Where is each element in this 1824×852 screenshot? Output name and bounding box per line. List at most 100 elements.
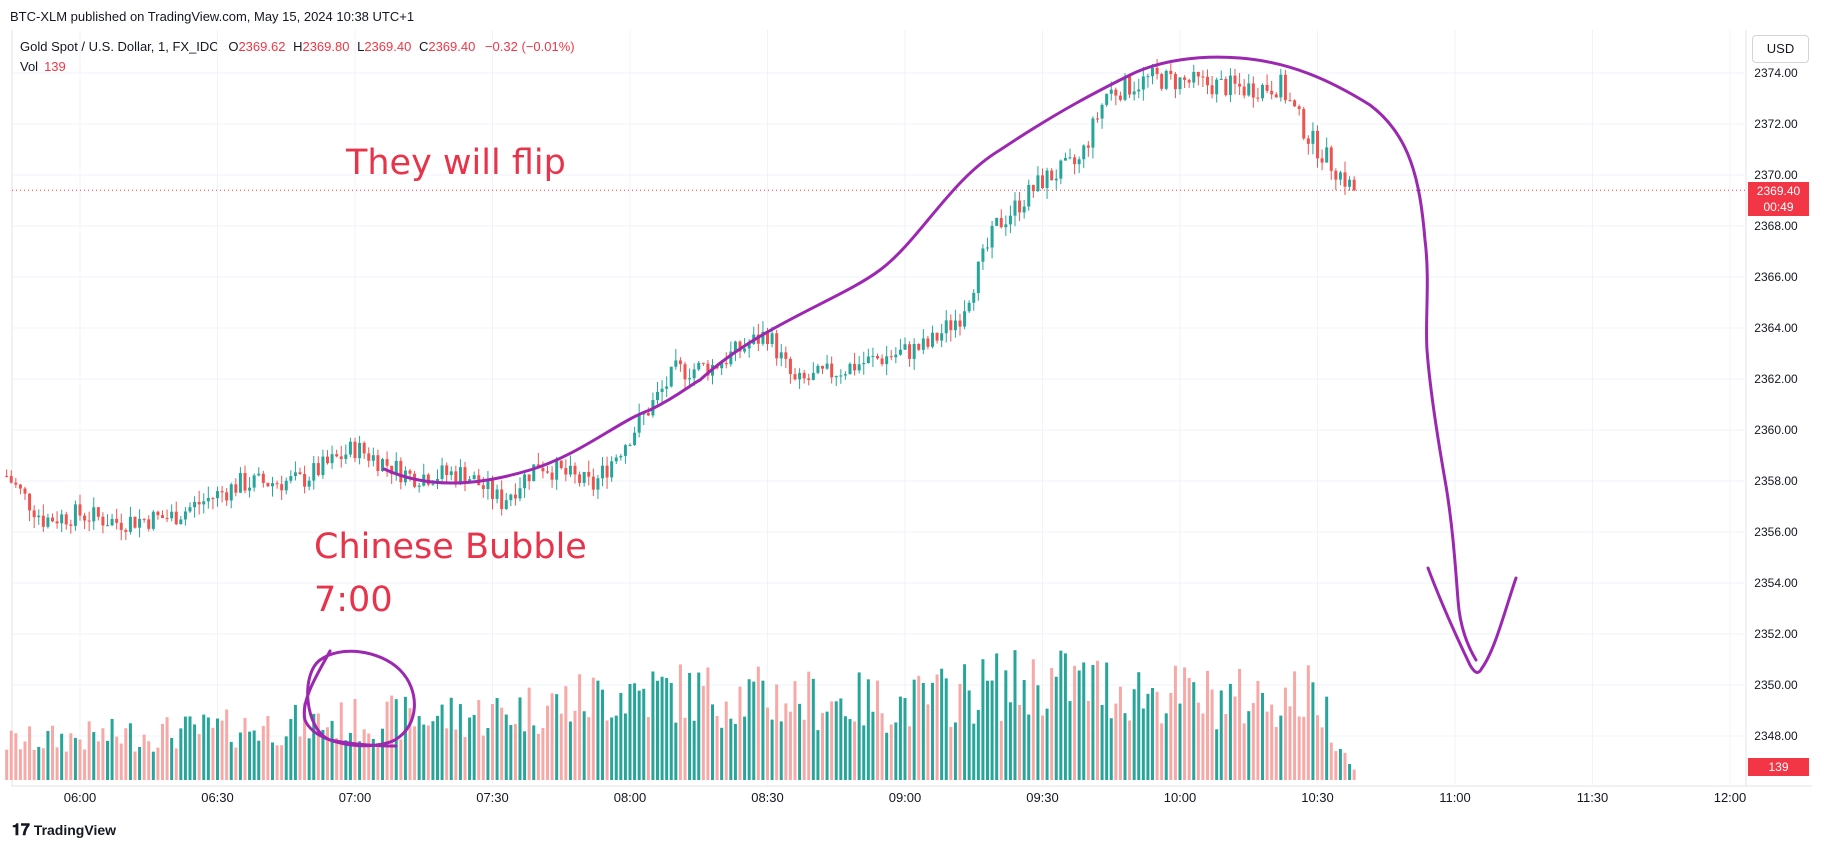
volume-bar: [1151, 688, 1154, 780]
volume-bar: [440, 704, 444, 780]
volume-bar: [1164, 713, 1168, 780]
volume-bar: [486, 727, 490, 780]
candle-body: [1027, 184, 1031, 207]
candle-body: [449, 471, 453, 476]
candle-body: [1348, 179, 1352, 187]
candle-body: [894, 354, 898, 358]
volume-bar: [179, 728, 183, 780]
candle-body: [1288, 100, 1292, 102]
tradingview-footer[interactable]: 𝟏𝟕 TradingView: [12, 822, 116, 840]
candle-body: [69, 524, 73, 526]
candle-body: [931, 332, 934, 347]
candle-body: [733, 341, 737, 352]
volume-bar: [889, 724, 893, 780]
volume-bar: [18, 749, 22, 780]
candle-body: [853, 363, 857, 371]
volume-bar: [733, 723, 737, 780]
volume-bar: [399, 739, 403, 780]
candle-body: [216, 491, 219, 499]
candle-body: [225, 492, 229, 501]
volume-bar: [147, 741, 151, 780]
volume-bar: [931, 682, 934, 780]
candle-body: [266, 482, 270, 487]
candle-body: [568, 465, 572, 475]
volume-bar: [248, 731, 252, 780]
candle-body: [646, 412, 650, 416]
volume-bar: [335, 738, 339, 780]
candle-body: [417, 485, 421, 487]
candle-body: [509, 494, 513, 501]
volume-bar: [1096, 660, 1099, 780]
candle-body: [440, 465, 444, 479]
candle-body: [1247, 83, 1251, 96]
volume-bar: [830, 701, 834, 780]
candle-body: [756, 334, 760, 344]
candle-body: [390, 465, 394, 475]
volume-bar: [949, 726, 953, 780]
low-label: L: [357, 39, 365, 54]
candle-body: [257, 473, 261, 476]
volume-bar: [289, 719, 293, 780]
volume-bar: [32, 749, 36, 780]
volume-bar: [1008, 702, 1012, 780]
volume-bar: [69, 733, 73, 780]
volume-bar: [1329, 742, 1333, 780]
countdown-value: 00:49: [1763, 200, 1794, 214]
volume-bar: [51, 725, 54, 780]
candle-body: [1352, 179, 1356, 191]
volume-bar: [362, 729, 366, 780]
candle-body: [995, 217, 999, 226]
candle-body: [174, 511, 178, 525]
x-tick-label: 06:30: [201, 790, 234, 805]
volume-bar: [23, 741, 27, 780]
candle-body: [1073, 157, 1077, 165]
candle-body: [32, 510, 36, 518]
volume-bar: [633, 683, 637, 780]
volume-bar: [78, 739, 82, 780]
candle-body: [857, 364, 861, 371]
volume-bar: [193, 724, 197, 780]
volume-bar: [106, 740, 109, 780]
volume-bar: [101, 728, 105, 780]
volume-bar: [468, 717, 472, 780]
candle-body: [64, 514, 68, 525]
candle-body: [362, 442, 366, 454]
volume-bar: [651, 671, 655, 780]
volume-bar: [202, 714, 206, 780]
volume-bar: [1073, 665, 1077, 780]
volume-bar: [802, 719, 806, 780]
candle-body: [619, 455, 623, 458]
candle-body: [1316, 130, 1319, 159]
volume-bar: [628, 683, 632, 780]
candle-body: [747, 343, 751, 349]
candle-body: [953, 320, 957, 331]
candle-body: [623, 445, 627, 456]
volume-bar: [821, 713, 824, 780]
candle-body: [738, 341, 742, 352]
volume-bar: [1233, 696, 1237, 780]
candle-body: [18, 484, 22, 489]
candle-body: [1004, 224, 1008, 228]
candle-body: [523, 474, 527, 489]
candle-body: [14, 482, 18, 485]
candle-body: [5, 475, 9, 477]
candle-body: [917, 343, 921, 350]
candle-body: [582, 471, 586, 483]
annotation-bubble-text: Chinese Bubble: [314, 527, 587, 567]
candle-body: [1054, 178, 1058, 181]
candle-body: [358, 442, 362, 459]
volume-bar: [312, 713, 316, 780]
candle-body: [394, 460, 398, 475]
volume-bar: [431, 721, 435, 780]
volume-bar: [513, 723, 517, 780]
candle-body: [431, 483, 435, 485]
volume-bar: [509, 725, 513, 780]
volume-bar: [656, 680, 659, 780]
volume-bar: [724, 701, 728, 780]
candle-body: [775, 333, 779, 359]
candle-body: [371, 455, 375, 461]
candle-body: [1068, 157, 1072, 159]
candle-body: [678, 360, 682, 365]
currency-button[interactable]: USD: [1752, 35, 1809, 63]
